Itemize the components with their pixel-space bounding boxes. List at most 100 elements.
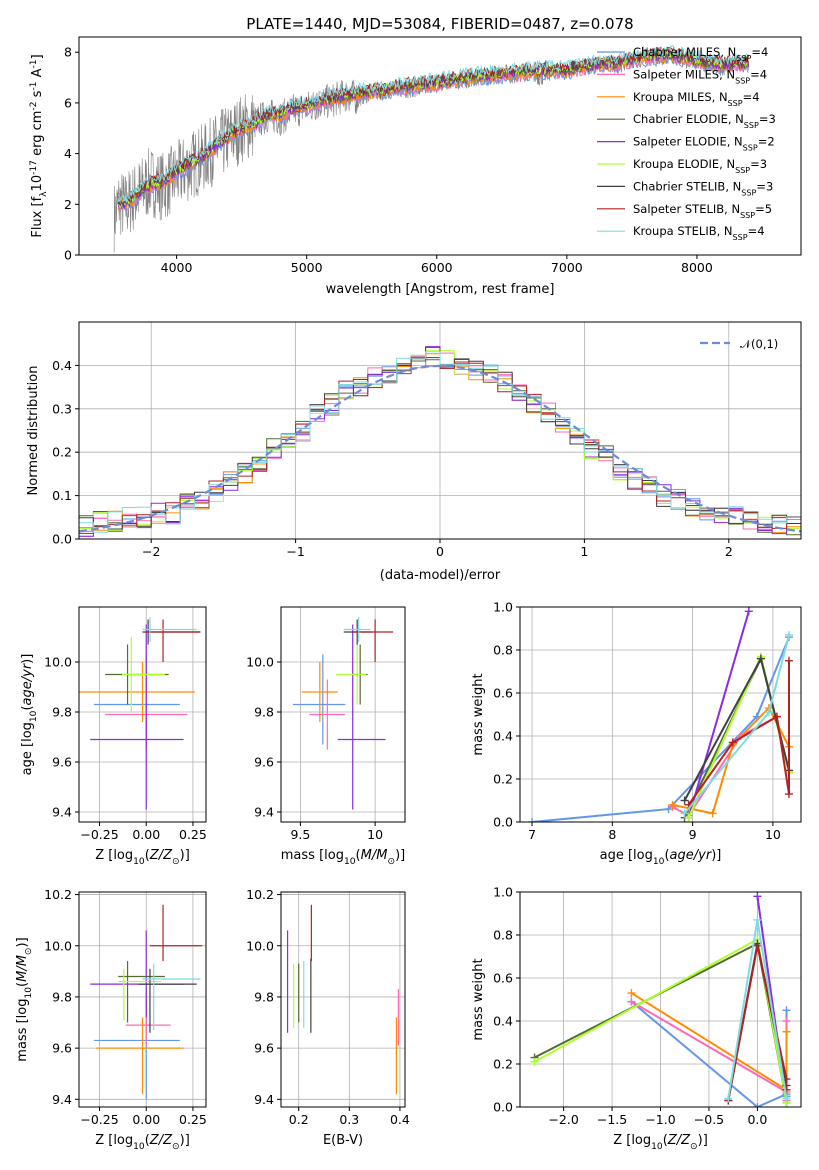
z-age-xtick-label: 0.00 (132, 827, 160, 842)
age-weight-ytick-label: 0.8 (493, 643, 513, 658)
mass-age-xtick-label: 9.5 (290, 827, 310, 842)
z-weight-ylabel: mass weight (471, 958, 486, 1040)
residuals-ytick-label: 0.1 (52, 488, 72, 503)
age-weight-xtick-label: 10 (765, 827, 781, 842)
z-weight-xtick-label: −1.5 (597, 1112, 627, 1127)
z-age-panel: −0.25 0.00 0.25 9.4 9.6 9.8 10.0 Z [log10(Z/Z⊙)… (20, 606, 207, 867)
ebv-mass-xtick-label: 0.4 (390, 1112, 410, 1127)
z-weight-plot (530, 892, 791, 1107)
z-age-frame (78, 606, 207, 823)
ebv-mass-panel: 0.2 0.3 0.4 9.4 9.6 9.8 10.0 10.2 E(B-V) (246, 887, 410, 1148)
ebv-mass-xlabel: E(B-V) (323, 1133, 363, 1148)
z-weight-xlabel: Z [log10(Z/Z⊙)] (613, 1133, 708, 1152)
z-weight-axes: −2.0 −1.5 −1.0 −0.5 0.0 0.0 0.2 0.4 0.6 0.8 1.0 Z [… (471, 885, 802, 1152)
residuals-ylabel: Normed distribution (26, 366, 41, 496)
spectrum-frame (78, 36, 802, 256)
z-weight-panel: −2.0 −1.5 −1.0 −0.5 0.0 0.0 0.2 0.4 0.6 0.8 1.0 Z [… (471, 885, 802, 1152)
z-mass-ytick-label: 9.6 (52, 1041, 72, 1056)
mass-age-ytick-label: 9.6 (254, 755, 274, 770)
age-weight-plot (528, 607, 793, 822)
weight-line (531, 636, 790, 822)
residuals-xtick-label: 2 (725, 544, 733, 559)
mass-age-xtick-label: 10 (367, 827, 383, 842)
z-age-ytick-label: 9.8 (52, 705, 72, 720)
residuals-xtick-label: −1 (286, 544, 304, 559)
age-weight-ytick-label: 0.4 (493, 729, 513, 744)
z-mass-plot (90, 904, 203, 1100)
ebv-mass-xtick-label: 0.3 (339, 1112, 359, 1127)
z-weight-xtick-label: 0.0 (747, 1112, 767, 1127)
spectrum-model-line (117, 44, 749, 203)
legend-label: Chabrier MILES, NSSP=4 (633, 45, 768, 63)
z-age-ytick-label: 9.6 (52, 755, 72, 770)
ebv-mass-ytick-label: 9.8 (254, 989, 274, 1004)
age-weight-xtick-label: 8 (608, 827, 616, 842)
z-age-xlabel: Z [log10(Z/Z⊙)] (95, 848, 190, 867)
ebv-mass-plot (286, 904, 400, 1095)
spectrum-model-line (117, 47, 749, 207)
z-mass-ytick-label: 10.0 (44, 938, 72, 953)
spectrum-plot (113, 44, 750, 253)
ebv-mass-ytick-label: 10.0 (246, 938, 274, 953)
ebv-mass-xtick-label: 0.2 (289, 1112, 309, 1127)
residuals-ytick-label: 0.2 (52, 445, 72, 460)
residuals-axes: −2 −1 0 1 2 0.0 0.1 0.2 0.3 0.4 (data-model)/error… (26, 321, 802, 583)
residuals-xlabel: (data-model)/error (380, 568, 501, 583)
weight-line (630, 992, 788, 1099)
z-mass-panel: −0.25 0.00 0.25 9.4 9.6 9.8 10.0 10.2 Z [log10(Z… (15, 887, 207, 1152)
legend-label: Kroupa MILES, NSSP=4 (633, 90, 760, 108)
mass-age-ytick-label: 10.0 (246, 655, 274, 670)
age-weight-grid (520, 606, 801, 823)
legend-label: Kroupa ELODIE, NSSP=3 (633, 157, 767, 175)
z-mass-ytick-label: 9.8 (52, 989, 72, 1004)
legend-label: Salpeter STELIB, NSSP=5 (633, 202, 772, 220)
z-age-xtick-label: −0.25 (80, 827, 118, 842)
spectrum-model-line (117, 46, 750, 206)
mass-age-panel: 9.5 10 9.4 9.6 9.8 10.0 mass [log10(M/M⊙)] (246, 606, 406, 867)
spectrum-ytick-label: 4 (64, 146, 72, 161)
z-age-ylabel: age [log10(age/yr)] (20, 654, 39, 776)
z-age-xtick-label: 0.25 (179, 827, 207, 842)
ebv-mass-axes: 0.2 0.3 0.4 9.4 9.6 9.8 10.0 10.2 E(B-V) (246, 887, 410, 1148)
ebv-mass-ytick-label: 10.2 (246, 887, 274, 902)
age-weight-xtick-label: 7 (528, 827, 536, 842)
residuals-ytick-label: 0.0 (52, 532, 72, 547)
mass-age-axes: 9.5 10 9.4 9.6 9.8 10.0 mass [log10(M/M⊙)] (246, 606, 406, 867)
spectrum-legend: Chabrier MILES, NSSP=4 Salpeter MILES, NS… (597, 45, 776, 242)
spectrum-axes: 4000 5000 6000 7000 8000 0 2 4 6 8 wavelength [Ang… (29, 15, 802, 297)
spectrum-ytick-label: 0 (64, 248, 72, 263)
z-mass-ytick-label: 10.2 (44, 887, 72, 902)
age-weight-axes: 7 8 9 10 0.0 0.2 0.4 0.6 0.8 1.0 age [log10(age/yr… (471, 600, 802, 867)
z-weight-ytick-label: 1.0 (493, 885, 513, 900)
spectrum-xtick-label: 5000 (291, 260, 323, 275)
mass-age-ytick-label: 9.4 (254, 805, 274, 820)
z-weight-ytick-label: 0.2 (493, 1057, 513, 1072)
weight-line (687, 660, 790, 806)
z-weight-xtick-label: −1.0 (645, 1112, 675, 1127)
mass-age-plot (292, 617, 394, 810)
mass-age-ytick-label: 9.8 (254, 705, 274, 720)
residuals-xtick-label: 0 (436, 544, 444, 559)
z-weight-ytick-label: 0.8 (493, 928, 513, 943)
z-mass-axes: −0.25 0.00 0.25 9.4 9.6 9.8 10.0 10.2 Z [log10(Z… (15, 887, 207, 1152)
z-mass-ytick-label: 9.4 (52, 1092, 72, 1107)
age-weight-xlabel: age [log10(age/yr)] (600, 848, 722, 867)
z-mass-frame (78, 891, 207, 1108)
ebv-mass-grid (281, 892, 405, 1107)
z-weight-xtick-label: −0.5 (694, 1112, 724, 1127)
z-weight-ytick-label: 0.4 (493, 1014, 513, 1029)
residuals-ytick-label: 0.4 (52, 358, 72, 373)
residuals-ytick-label: 0.3 (52, 401, 72, 416)
spectrum-xlabel: wavelength [Angstrom, rest frame] (326, 282, 555, 297)
age-weight-panel: 7 8 9 10 0.0 0.2 0.4 0.6 0.8 1.0 age [log10(age/yr… (471, 600, 802, 867)
age-weight-ytick-label: 0.6 (493, 686, 513, 701)
residuals-panel: −2 −1 0 1 2 0.0 0.1 0.2 0.3 0.4 (data-model)/error… (26, 321, 802, 583)
legend-label: Chabrier STELIB, NSSP=3 (633, 179, 773, 197)
spectrum-xtick-label: 6000 (421, 260, 453, 275)
legend-label: Salpeter ELODIE, NSSP=2 (633, 135, 775, 153)
z-mass-xtick-label: 0.00 (132, 1112, 160, 1127)
z-mass-xtick-label: −0.25 (80, 1112, 118, 1127)
residuals-plot (79, 346, 801, 537)
z-weight-xtick-label: −2.0 (548, 1112, 578, 1127)
